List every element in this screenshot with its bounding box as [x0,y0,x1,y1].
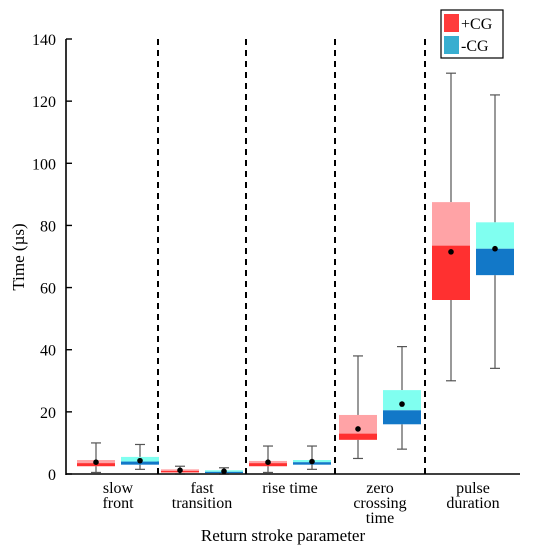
y-tick-label-80: 80 [40,218,56,235]
pos-cg-slow-box [77,442,115,474]
y-tick-label-0: 0 [48,467,56,484]
pos-cg-pulse-box-upper [432,202,470,246]
pos-cg-rise-mean-dot [265,459,271,465]
neg-cg-pulse-box [476,94,514,369]
neg-cg-fast-mean-dot [221,468,227,475]
legend: +CG -CG [440,9,504,59]
pos-cg-zero-box-upper [339,414,377,434]
y-tick-label-100: 100 [32,156,56,173]
x-category-label-zero-3: time [366,510,394,527]
neg-cg-rise-box [293,445,331,470]
pos-cg-zero-mean-dot [355,426,361,432]
neg-cg-pulse-box-upper [476,222,514,249]
neg-cg-rise-mean-dot [309,458,315,465]
x-axis-label: Return stroke parameter [201,526,366,545]
pos-cg-rise-box [249,445,287,474]
x-category-label-slow-2: front [102,495,134,512]
y-axis-ticks: 0 20 40 60 80 100 120 140 [32,32,72,484]
y-tick-label-120: 120 [32,94,56,111]
pos-cg-pulse-box-lower [432,245,470,300]
box-plot-series [77,72,514,475]
y-tick-label-40: 40 [40,343,56,360]
neg-cg-pulse-mean-dot [492,245,498,252]
x-category-label-pulse-2: duration [446,495,499,512]
pos-cg-pulse-mean-dot [448,249,454,255]
pos-cg-slow-mean-dot [93,459,99,465]
neg-cg-fast-box [205,467,243,475]
y-axis-label: Time (µs) [9,223,28,290]
x-category-label-fast-2: transition [172,495,232,512]
pos-cg-fast-box [161,465,199,475]
neg-cg-zero-box-upper [383,390,421,411]
series-pos-cg [77,72,470,475]
x-category-label-zero-2: crossing [353,495,406,512]
x-category-label-rise-1: rise time [262,480,318,497]
axes [65,39,520,475]
neg-cg-slow-box [121,443,159,470]
y-tick-label-60: 60 [40,281,56,298]
x-category-label-slow-1: slow [103,480,134,497]
legend-label-pos-cg: +CG [461,16,493,33]
pos-cg-pulse-box [432,72,470,382]
neg-cg-zero-mean-dot [399,401,405,407]
x-category-label-fast-1: fast [190,480,214,497]
x-category-label-pulse-1: pulse [456,480,490,497]
x-category-label-zero-1: zero [366,480,394,497]
pos-cg-zero-box [339,355,377,460]
neg-cg-zero-box-lower [383,410,421,425]
series-neg-cg [121,94,514,475]
y-tick-label-20: 20 [40,405,56,422]
pos-cg-zero-box-lower [339,433,377,440]
y-tick-label-140: 140 [32,32,56,49]
legend-swatch-neg-cg [444,36,459,54]
pos-cg-fast-mean-dot [177,467,183,474]
neg-cg-slow-mean-dot [137,457,143,464]
legend-swatch-pos-cg [444,14,459,32]
legend-label-neg-cg: -CG [461,38,489,55]
neg-cg-zero-box [383,346,421,450]
neg-cg-pulse-box-lower [476,248,514,276]
